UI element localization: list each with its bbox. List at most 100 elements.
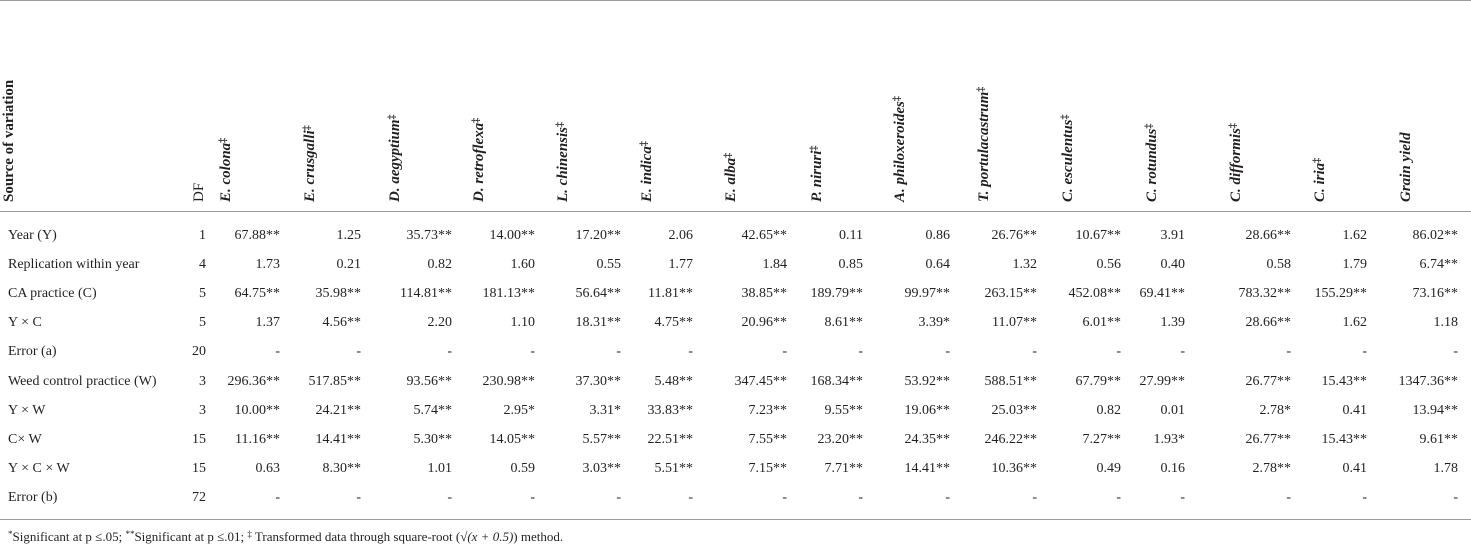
value-cell: 114.81**	[400, 286, 452, 302]
value-cell: -	[858, 344, 863, 360]
header-species: D. retroflexa‡	[471, 117, 487, 202]
value-cell: 22.51**	[647, 431, 694, 447]
value-cell: 3.31*	[589, 402, 622, 418]
value-cell: 27.99**	[1139, 373, 1186, 389]
value-cell: 7.71**	[824, 460, 864, 476]
value-cell: 0.86	[925, 228, 951, 243]
header-species: E. crusgalli‡	[302, 125, 318, 202]
value-cell: 3.39*	[918, 315, 951, 331]
header-species: E. indica‡	[639, 141, 655, 202]
value-cell: -	[275, 344, 280, 360]
value-cell: -	[782, 489, 787, 505]
value-cell: 24.35**	[904, 431, 951, 447]
value-cell: 24.21**	[315, 402, 362, 418]
value-cell: 14.41**	[904, 460, 951, 476]
transformed-mark: ‡	[302, 125, 313, 131]
transformed-mark: ‡	[471, 117, 482, 123]
value-cell: 0.59	[510, 460, 536, 476]
df-cell: 1	[199, 228, 206, 243]
value-cell: 0.40	[1160, 257, 1186, 273]
value-cell: 10.00**	[234, 402, 281, 418]
transformed-mark: ‡	[809, 145, 820, 151]
value-cell: -	[1180, 344, 1185, 360]
table-row: Y × C × W 15 0.63 8.30** 1.01 0.59 3.03** 5.51*…	[0, 455, 1471, 483]
value-cell: 7.55**	[748, 431, 788, 447]
df-cell: 20	[192, 344, 206, 360]
value-cell: -	[1362, 489, 1367, 505]
value-cell: 14.00**	[489, 228, 536, 243]
value-cell: 783.32**	[1238, 286, 1292, 302]
value-cell: -	[447, 344, 452, 360]
value-cell: 1.93*	[1153, 431, 1186, 447]
transformed-mark: ‡	[892, 96, 903, 102]
transformed-mark: ‡	[1312, 157, 1323, 163]
value-cell: 35.73**	[406, 228, 453, 243]
value-cell: -	[530, 489, 535, 505]
value-cell: 1.18	[1433, 315, 1459, 331]
value-cell: -	[1032, 489, 1037, 505]
value-cell: 0.63	[255, 460, 281, 476]
value-cell: 38.85**	[741, 286, 788, 302]
value-cell: 6.74**	[1419, 257, 1459, 273]
value-cell: -	[356, 344, 361, 360]
value-cell: 67.79**	[1075, 373, 1122, 389]
value-cell: 7.27**	[1082, 431, 1122, 447]
value-cell: 452.08**	[1068, 286, 1122, 302]
value-cell: -	[688, 489, 693, 505]
table-row: Year (Y) 1 67.88** 1.25 35.73** 14.00** 17.20*…	[0, 222, 1471, 250]
value-cell: 2.95*	[503, 402, 536, 418]
value-cell: 1347.36**	[1398, 373, 1459, 389]
value-cell: 14.05**	[489, 431, 536, 447]
header-species: L. chinensis‡	[555, 121, 571, 202]
transformed-mark: ‡	[723, 152, 734, 158]
value-cell: 5.48**	[654, 373, 694, 389]
value-cell: 1.37	[255, 315, 281, 331]
value-cell: 0.82	[427, 257, 453, 273]
value-cell: -	[945, 344, 950, 360]
value-cell: 86.02**	[1412, 228, 1459, 243]
row-label: Error (a)	[8, 344, 57, 360]
value-cell: 11.07**	[992, 315, 1037, 331]
value-cell: 0.49	[1096, 460, 1122, 476]
value-cell: 0.41	[1342, 460, 1368, 476]
value-cell: 230.98**	[482, 373, 536, 389]
value-cell: 9.61**	[1419, 431, 1459, 447]
value-cell: 53.92**	[904, 373, 951, 389]
value-cell: 7.15**	[748, 460, 788, 476]
row-label: Y × C	[8, 315, 42, 331]
header-df: DF	[191, 182, 207, 202]
value-cell: 2.20	[427, 315, 453, 331]
value-cell: 10.36**	[991, 460, 1038, 476]
value-cell: 42.65**	[741, 228, 788, 243]
value-cell: 1.62	[1342, 315, 1368, 331]
table-row: Weed control practice (W) 3 296.36** 517.85…	[0, 368, 1471, 396]
row-label: Y × C × W	[8, 460, 70, 476]
df-cell: 5	[199, 286, 206, 302]
value-cell: -	[1453, 489, 1458, 505]
value-cell: 347.45**	[734, 373, 788, 389]
value-cell: 67.88**	[234, 228, 281, 243]
value-cell: 1.77	[668, 257, 694, 273]
value-cell: -	[1453, 344, 1458, 360]
value-cell: 35.98**	[315, 286, 362, 302]
value-cell: 7.23**	[748, 402, 788, 418]
value-cell: -	[616, 344, 621, 360]
top-rule	[0, 0, 1471, 1]
value-cell: 11.81**	[648, 286, 693, 302]
row-label: C× W	[8, 431, 42, 447]
value-cell: 5.30**	[413, 431, 453, 447]
value-cell: 93.56**	[406, 373, 453, 389]
value-cell: -	[858, 489, 863, 505]
value-cell: 19.06**	[904, 402, 951, 418]
value-cell: 1.39	[1160, 315, 1186, 331]
value-cell: 1.01	[427, 460, 453, 476]
value-cell: -	[945, 489, 950, 505]
header-species: D. aegyptium‡	[387, 114, 403, 203]
value-cell: 15.43**	[1321, 373, 1368, 389]
value-cell: 0.16	[1160, 460, 1186, 476]
df-cell: 3	[199, 373, 206, 389]
value-cell: 0.01	[1160, 402, 1186, 418]
transformed-mark: ‡	[218, 137, 229, 143]
value-cell: 0.56	[1096, 257, 1122, 273]
value-cell: 99.97**	[904, 286, 951, 302]
